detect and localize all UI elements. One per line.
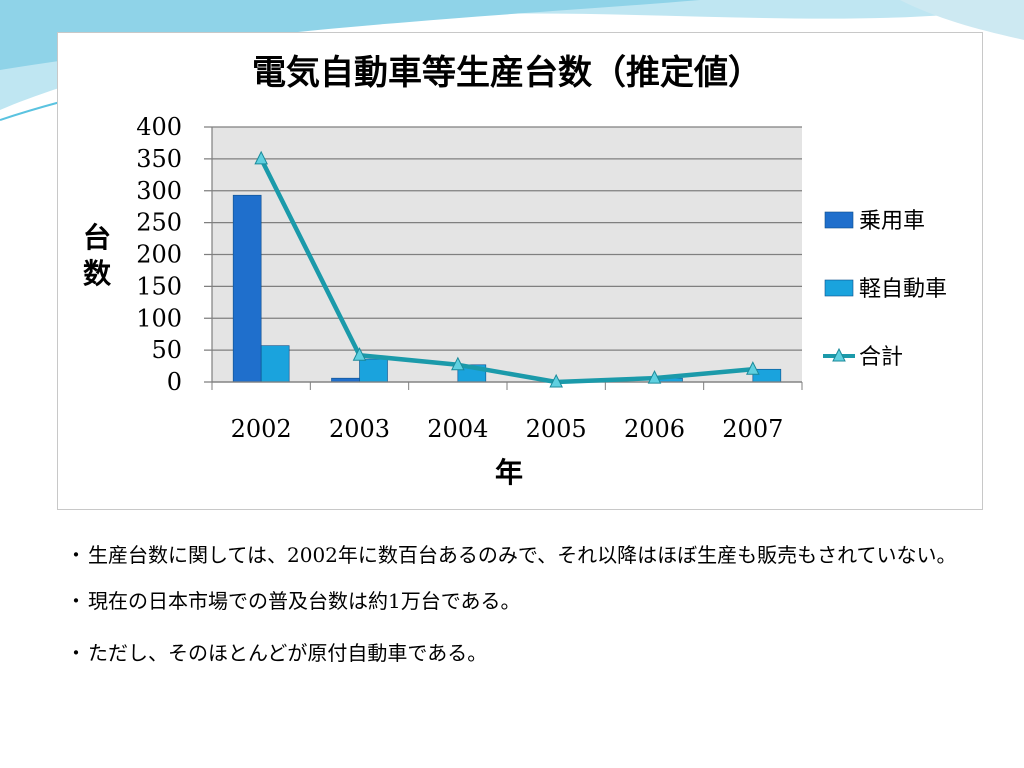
y-axis-label-char: 数 (83, 257, 112, 290)
y-tick-label: 200 (136, 241, 182, 269)
y-tick-label: 0 (167, 368, 182, 396)
total-marker (647, 370, 662, 384)
bar-軽自動車 (260, 345, 290, 383)
y-tick-label: 50 (151, 336, 182, 364)
bar-軽自動車 (359, 358, 388, 383)
note-text: 生産台数に関しては、2002年に数百台あるのみで、それ以降はほぼ生産も販売もされ… (88, 543, 957, 567)
note-item: ・ただし、そのほとんどが原付自動車である。 (66, 638, 996, 668)
legend-swatch (824, 211, 854, 229)
y-axis-label: 台数 (83, 221, 112, 290)
total-marker (451, 356, 465, 371)
x-tick-label: 2004 (427, 415, 488, 443)
chart-title: 電気自動車等生産台数（推定値） (252, 53, 762, 93)
legend-swatch (824, 279, 854, 297)
y-tick-label: 100 (136, 304, 182, 332)
x-axis-label: 年 (495, 456, 523, 489)
y-axis-label-char: 台 (83, 221, 111, 254)
note-text: ただし、そのほとんどが原付自動車である。 (88, 641, 488, 665)
x-tick-label: 2005 (526, 415, 587, 443)
x-axis-ticks: 2002 2003 2004 2005 2006 2007 (231, 415, 784, 443)
total-line (254, 150, 760, 388)
total-line-path (259, 157, 754, 385)
x-tick-label: 2007 (722, 415, 783, 443)
chart: 電気自動車等生産台数（推定値） 400 350 300 250 200 150 100 50 0… (83, 53, 947, 489)
bullet: ・ (66, 589, 86, 613)
y-tick-label: 150 (136, 272, 182, 300)
y-tick-label: 350 (136, 145, 182, 173)
note-text: 現在の日本市場での普及台数は約1万台である。 (88, 589, 521, 613)
grid-lines (204, 126, 802, 383)
y-tick-label: 300 (136, 177, 182, 205)
legend-label: 乗用車 (859, 209, 925, 234)
total-marker (746, 361, 760, 375)
x-tick-label: 2002 (231, 415, 292, 443)
y-tick-label: 250 (136, 209, 182, 237)
legend-label: 合計 (859, 345, 903, 370)
y-axis-ticks: 400 350 300 250 200 150 100 50 0 (136, 113, 182, 396)
legend-label: 軽自動車 (859, 277, 947, 302)
y-tick-label: 400 (136, 113, 182, 141)
notes: ・生産台数に関しては、2002年に数百台あるのみで、それ以降はほぼ生産も販売もさ… (66, 540, 996, 690)
note-item: ・生産台数に関しては、2002年に数百台あるのみで、それ以降はほぼ生産も販売もさ… (66, 540, 996, 570)
x-tick-label: 2006 (624, 415, 685, 443)
legend-marker (832, 347, 846, 362)
note-item: ・現在の日本市場での普及台数は約1万台である。 (66, 586, 996, 616)
bar-乗用車 (232, 194, 262, 383)
total-marker (352, 347, 367, 361)
bullet: ・ (66, 543, 86, 567)
total-marker (254, 150, 268, 165)
bars (232, 194, 782, 383)
total-marker (549, 373, 563, 388)
bullet: ・ (66, 641, 86, 665)
axes (211, 127, 803, 390)
x-tick-label: 2003 (329, 415, 390, 443)
